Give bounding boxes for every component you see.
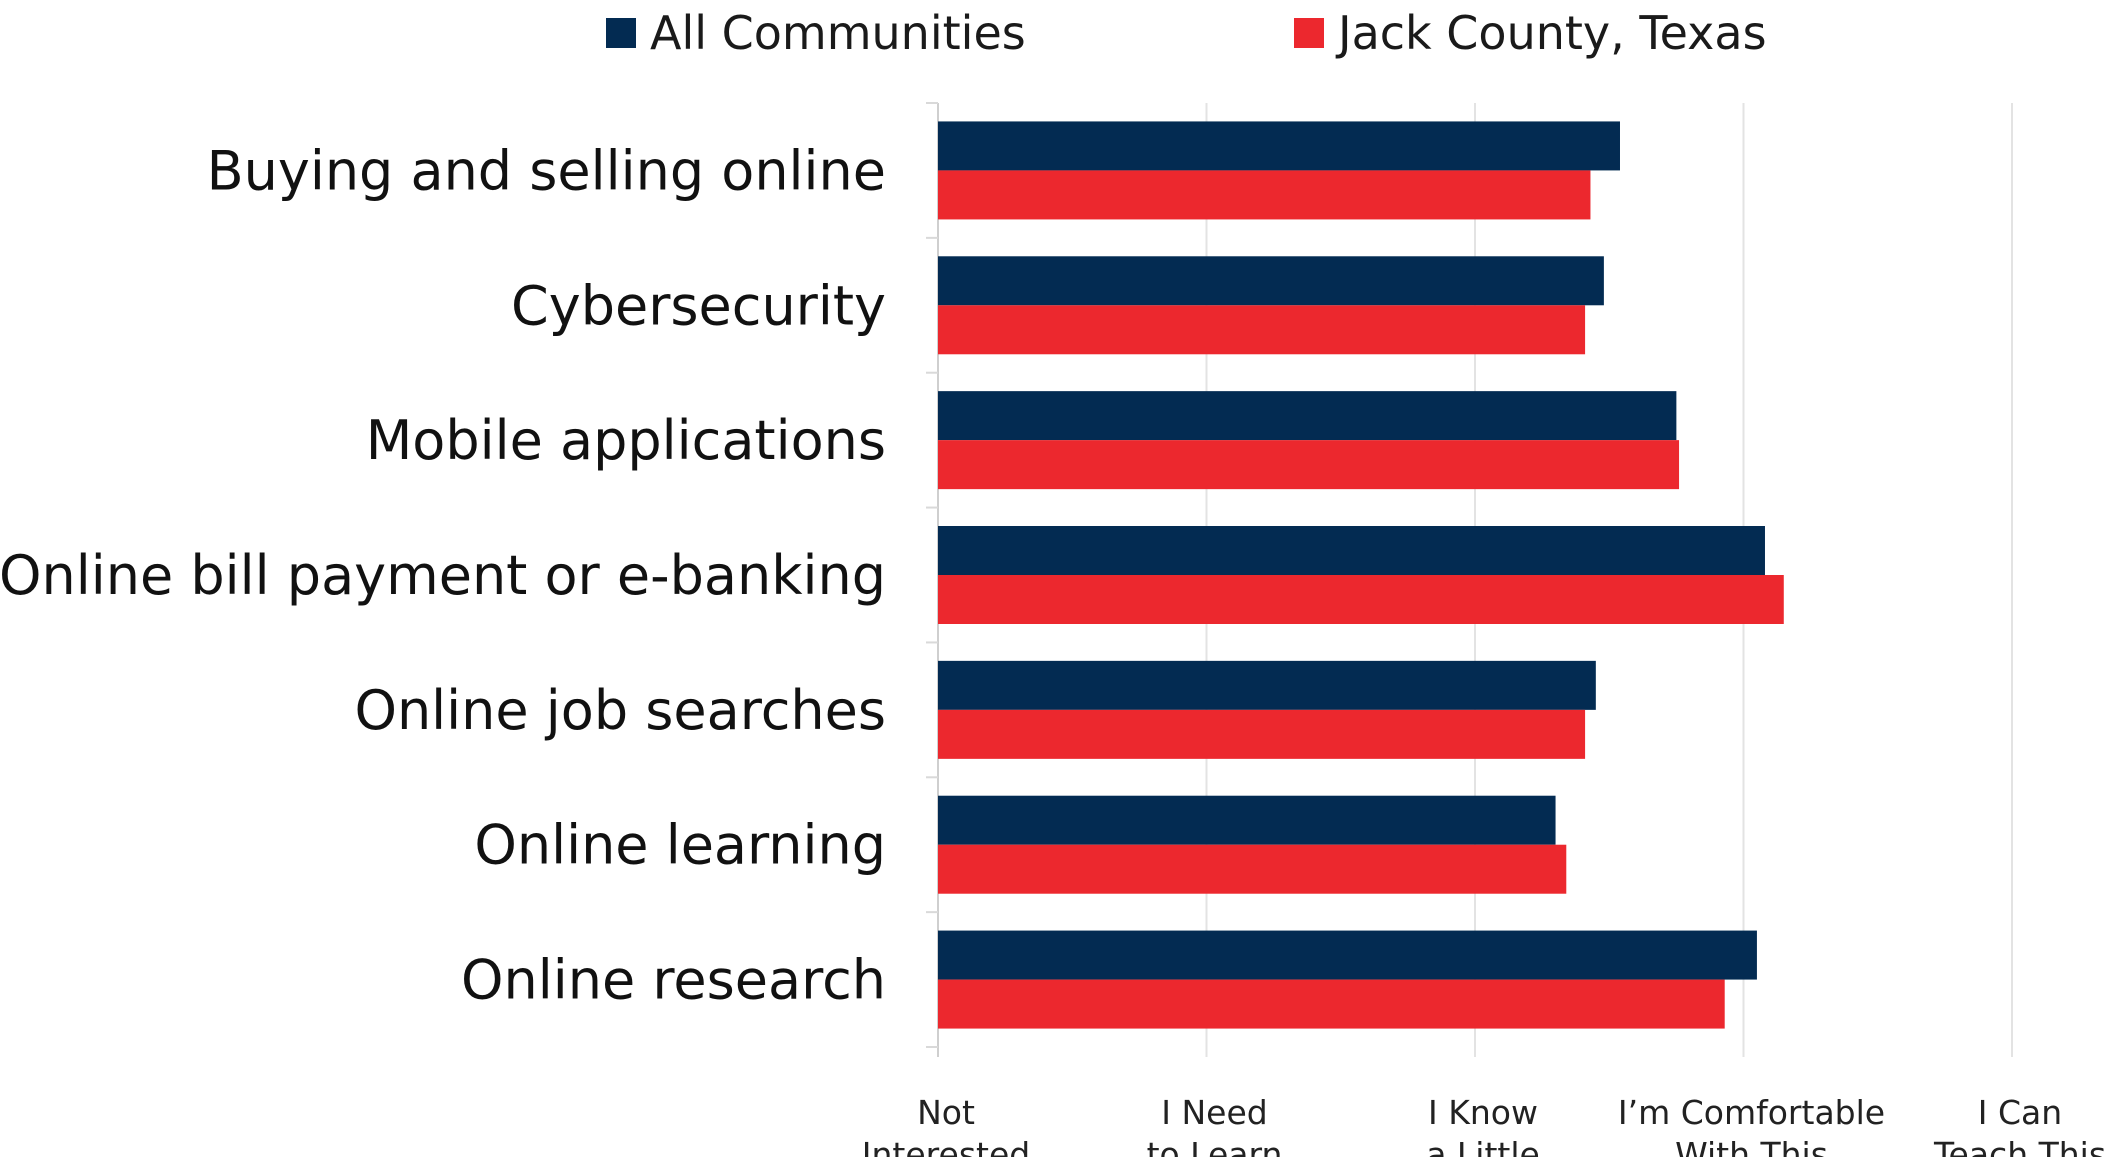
x-tick-label: I’m Comfortable With This [1618, 1093, 1885, 1157]
legend-label-series-1: All Communities [650, 6, 1026, 60]
bar-series-1-2 [938, 256, 1604, 306]
x-tick-label: I Know a Little [1426, 1093, 1540, 1157]
legend-label-series-2: Jack County, Texas [1338, 6, 1767, 60]
x-tick-label: I Need to Learn [1147, 1093, 1283, 1157]
bar-series-2-1 [938, 170, 1591, 220]
bar-series-2-7 [938, 979, 1725, 1029]
category-label: Cybersecurity [511, 274, 886, 337]
bar-series-1-5 [938, 660, 1596, 710]
bar-series-1-1 [938, 121, 1620, 171]
x-tick-label: I Can Teach This [1933, 1093, 2106, 1157]
bar-series-2-4 [938, 575, 1784, 624]
bar-series-2-5 [938, 709, 1586, 759]
category-label: Online learning [474, 814, 886, 877]
category-label: Buying and selling online [207, 139, 886, 202]
x-tick-label: Not Interested [862, 1093, 1030, 1157]
bar-series-1-6 [938, 795, 1556, 845]
bar-series-1-4 [938, 526, 1765, 575]
category-label: Online bill payment or e-banking [0, 544, 886, 607]
bar-series-1-3 [938, 391, 1677, 441]
legend-swatch-series-2 [1294, 18, 1324, 48]
bar-series-2-2 [938, 305, 1586, 355]
bar-series-2-6 [938, 844, 1567, 894]
legend-swatch-series-1 [606, 18, 636, 48]
bar-series-2-3 [938, 440, 1680, 490]
legend: All Communities Jack County, Texas [0, 0, 2112, 70]
category-label: Online job searches [354, 679, 886, 742]
category-label: Online research [461, 949, 886, 1012]
bar-series-1-7 [938, 930, 1757, 980]
category-label: Mobile applications [366, 409, 886, 472]
legend-item-series-2: Jack County, Texas [1294, 6, 1767, 60]
legend-item-series-1: All Communities [606, 6, 1026, 60]
